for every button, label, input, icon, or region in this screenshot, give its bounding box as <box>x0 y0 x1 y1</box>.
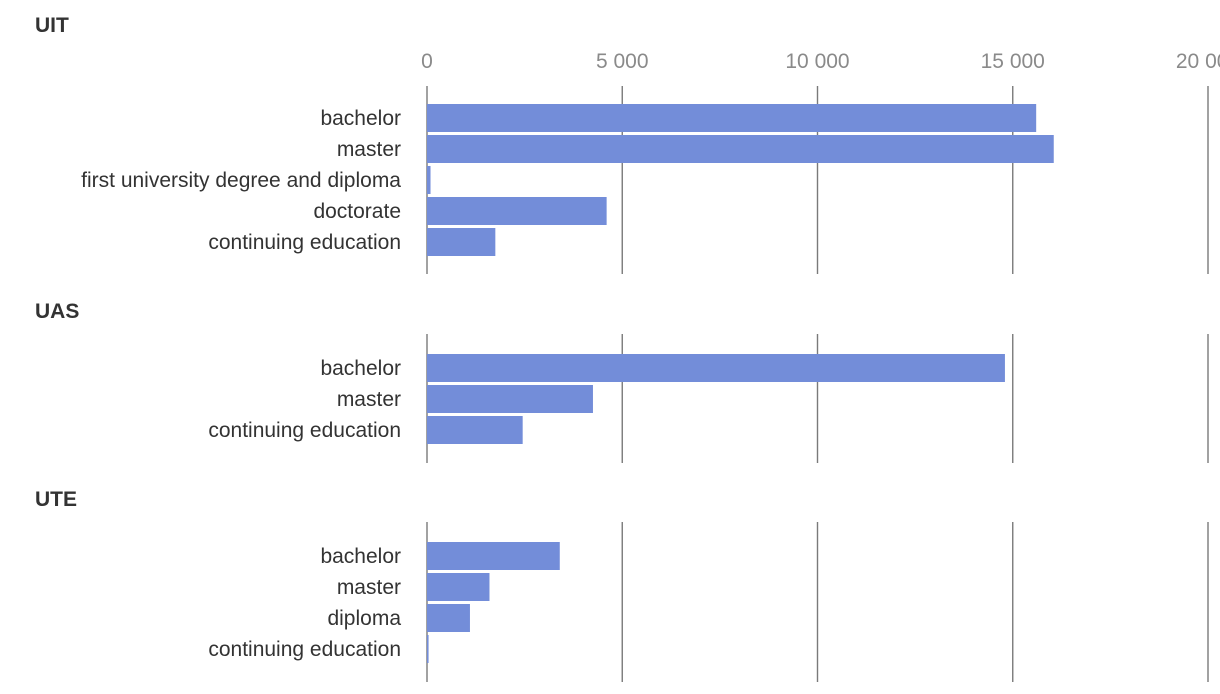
category-label-ute-2: diploma <box>327 607 401 630</box>
category-label-uit-4: continuing education <box>208 231 401 254</box>
tick-label-4: 20 000 <box>1176 50 1220 73</box>
category-label-uit-2: first university degree and diploma <box>81 169 401 192</box>
bar-uit-1 <box>427 135 1054 163</box>
category-label-uas-0: bachelor <box>320 357 401 380</box>
category-label-uit-1: master <box>337 138 401 161</box>
tick-label-3: 15 000 <box>981 50 1045 73</box>
bar-uas-1 <box>427 385 593 413</box>
bar-ute-3 <box>427 635 429 663</box>
bar-ute-2 <box>427 604 470 632</box>
category-label-uas-1: master <box>337 388 401 411</box>
bar-uas-2 <box>427 416 523 444</box>
bar-uit-0 <box>427 104 1037 132</box>
tick-label-2: 10 000 <box>785 50 849 73</box>
bar-uit-4 <box>427 228 496 256</box>
tick-label-1: 5 000 <box>596 50 649 73</box>
bar-ute-0 <box>427 542 560 570</box>
bar-uit-2 <box>427 166 431 194</box>
category-label-ute-3: continuing education <box>208 638 401 661</box>
panel-title-uit: UIT <box>35 14 69 37</box>
category-label-ute-1: master <box>337 576 401 599</box>
category-label-uas-2: continuing education <box>208 419 401 442</box>
panel-title-ute: UTE <box>35 488 77 511</box>
category-label-uit-0: bachelor <box>320 107 401 130</box>
panel-title-uas: UAS <box>35 300 79 323</box>
bar-uit-3 <box>427 197 607 225</box>
bar-uas-0 <box>427 354 1005 382</box>
bar-ute-1 <box>427 573 490 601</box>
category-label-uit-3: doctorate <box>313 200 401 223</box>
category-label-ute-0: bachelor <box>320 545 401 568</box>
tick-label-0: 0 <box>421 50 433 73</box>
